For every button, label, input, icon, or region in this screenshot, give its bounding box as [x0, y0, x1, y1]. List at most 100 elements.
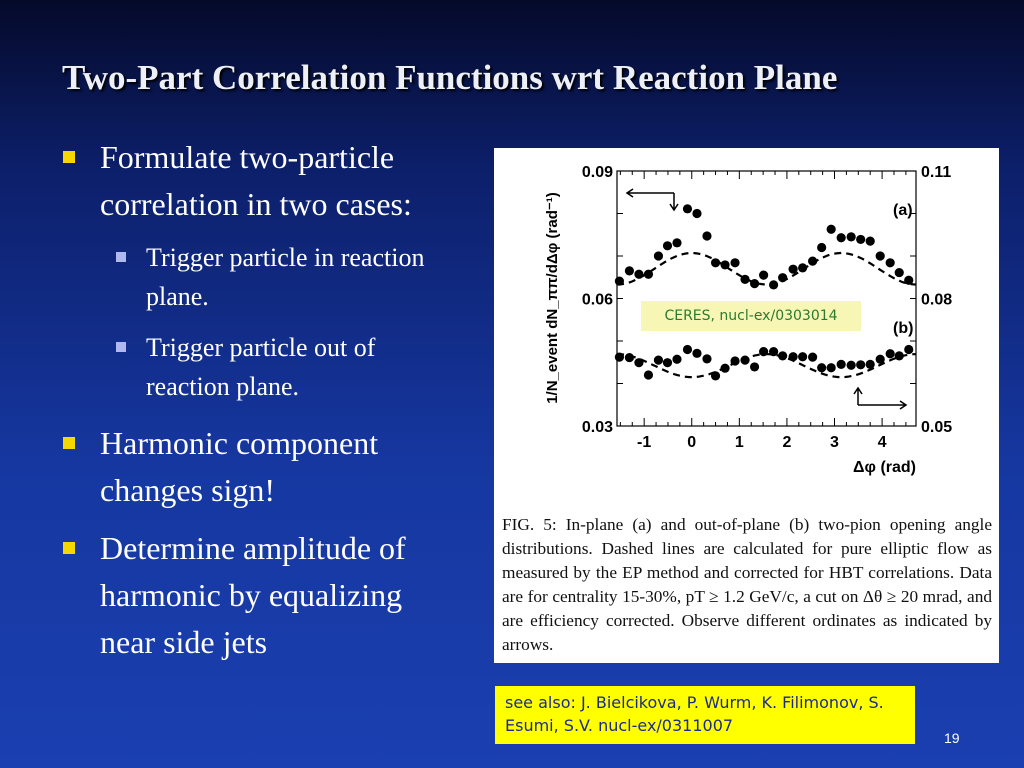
data-point-b	[662, 358, 673, 368]
data-point-b	[710, 371, 721, 381]
ceres-reference-label: CERES, nucl-ex/0303014	[641, 301, 861, 331]
data-point-b	[875, 354, 885, 364]
x-tick-label: 3	[830, 434, 839, 451]
data-point-b	[836, 359, 846, 369]
data-point-a	[740, 274, 750, 284]
x-axis-label: Δφ (rad)	[853, 459, 916, 476]
bullet-text: Trigger particle out of	[146, 333, 376, 362]
y-right-tick-label: 0.11	[921, 164, 951, 181]
bullet-marker	[63, 542, 75, 554]
bullet-marker	[63, 437, 75, 449]
data-point-a	[817, 242, 827, 253]
data-point-a	[904, 275, 914, 285]
data-point-a	[826, 224, 836, 234]
data-point-a	[788, 264, 798, 274]
bullet-marker	[116, 342, 126, 352]
bullet-text: Harmonic component	[100, 425, 379, 461]
data-point-a	[643, 269, 654, 279]
plot-frame	[616, 170, 917, 427]
data-point-b	[856, 360, 866, 370]
panel-label-b: (b)	[893, 320, 913, 337]
data-point-b	[826, 363, 836, 373]
data-point-a	[634, 269, 644, 279]
y-axis-label: 1/N_event dN_ππ/dΔφ (rad⁻¹)	[544, 192, 561, 404]
data-point-a	[720, 260, 730, 270]
x-tick-label: 2	[782, 434, 791, 451]
data-point-b	[778, 351, 788, 361]
sub-bullet-2: Trigger particle out of reaction plane.	[116, 328, 376, 406]
bullet-marker	[116, 252, 126, 262]
x-tick-label: 4	[878, 434, 887, 451]
data-point-b	[846, 360, 856, 370]
bullet-text: Determine amplitude of	[100, 530, 406, 566]
data-point-a	[749, 279, 760, 289]
data-point-a	[769, 280, 779, 290]
y-right-tick-label: 0.08	[921, 292, 952, 309]
data-point-a	[865, 236, 875, 246]
data-point-b	[894, 351, 904, 361]
bullet-text: reaction plane.	[146, 372, 300, 401]
data-point-b	[624, 352, 635, 363]
see-also-note: see also: J. Bielcikova, P. Wurm, K. Fil…	[495, 686, 915, 744]
data-point-b	[740, 355, 750, 365]
data-point-b	[885, 349, 895, 359]
data-point-b	[817, 363, 827, 373]
data-point-b	[865, 359, 875, 369]
data-point-a	[653, 251, 664, 261]
data-point-b	[614, 352, 625, 362]
bullet-text: Trigger particle in reaction	[146, 243, 425, 272]
data-point-b	[769, 347, 779, 357]
bullet-text: near side jets	[100, 624, 268, 660]
panel-label-a: (a)	[893, 202, 913, 219]
data-point-a	[808, 256, 818, 266]
data-point-a	[624, 266, 635, 276]
data-point-a	[875, 251, 885, 261]
figure-panel	[494, 148, 999, 663]
x-tick-label: 0	[687, 434, 696, 451]
y-left-tick-label: 0.06	[582, 292, 613, 309]
data-point-b	[692, 348, 702, 358]
data-point-b	[672, 354, 682, 364]
data-point-a	[894, 267, 904, 278]
data-point-a	[730, 258, 740, 268]
data-point-b	[798, 352, 808, 362]
sub-bullet-1: Trigger particle in reaction plane.	[116, 238, 425, 316]
data-point-b	[759, 347, 769, 357]
data-point-a	[710, 258, 721, 268]
left-axis-arrow-icon	[625, 188, 679, 212]
bullet-text: plane.	[146, 282, 209, 311]
data-point-b	[643, 370, 654, 380]
data-point-b	[682, 344, 693, 355]
data-point-a	[682, 204, 693, 214]
bullet-text: changes sign!	[100, 472, 276, 508]
data-point-a	[856, 234, 866, 245]
bullet-3: Determine amplitude of harmonic by equali…	[63, 525, 406, 666]
bullet-text: Formulate two-particle	[100, 139, 395, 175]
bullet-1: Formulate two-particle correlation in two…	[63, 134, 412, 228]
data-point-a	[778, 273, 788, 283]
data-point-a	[692, 208, 702, 219]
data-point-a	[662, 241, 673, 251]
data-point-a	[846, 232, 856, 242]
y-left-tick-label: 0.09	[582, 164, 613, 181]
data-point-b	[730, 356, 740, 366]
data-point-b	[634, 358, 644, 368]
slide-title: Two-Part Correlation Functions wrt React…	[62, 58, 838, 97]
bullet-text: harmonic by equalizing	[100, 577, 403, 613]
data-point-a	[702, 231, 712, 241]
x-tick-label: 1	[735, 434, 744, 451]
bullet-text: correlation in two cases:	[100, 186, 412, 222]
x-tick-label: -1	[637, 434, 651, 451]
data-point-b	[653, 355, 664, 365]
bullet-2: Harmonic component changes sign!	[63, 420, 379, 514]
data-point-a	[614, 276, 625, 286]
y-left-tick-label: 0.03	[582, 419, 613, 436]
data-point-b	[702, 354, 712, 364]
figure-caption: FIG. 5: In-plane (a) and out-of-plane (b…	[502, 515, 992, 654]
bullet-marker	[63, 151, 75, 163]
y-right-tick-label: 0.05	[921, 419, 952, 436]
data-point-a	[885, 258, 895, 268]
data-point-b	[808, 352, 818, 362]
data-point-b	[788, 352, 798, 362]
